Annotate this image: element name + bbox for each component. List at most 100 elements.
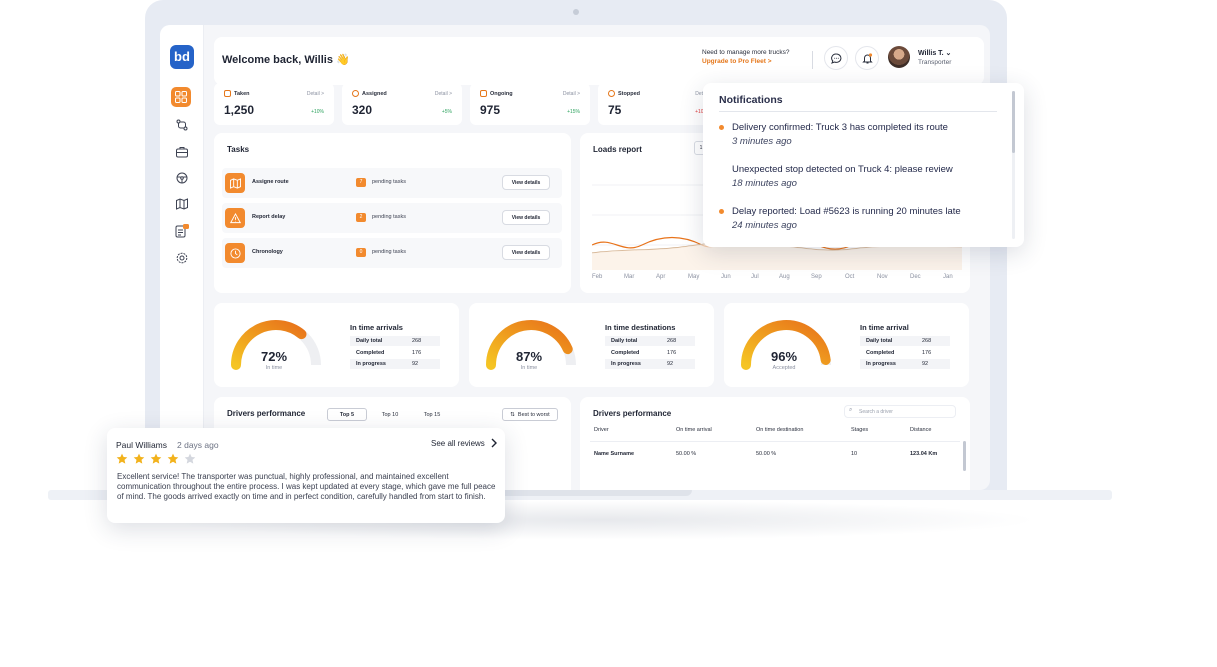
notifications-panel: Notifications Delivery confirmed: Truck … xyxy=(703,83,1024,247)
star-filled-icon xyxy=(116,453,128,464)
table-scrollbar[interactable] xyxy=(963,441,966,471)
sidebar: bd xyxy=(160,25,204,490)
gauge-fill xyxy=(741,320,831,370)
star-empty-icon xyxy=(184,453,196,464)
task-count-badge: 7 xyxy=(356,178,366,187)
notification-time: 18 minutes ago xyxy=(732,178,797,189)
gauge-arc xyxy=(231,320,321,370)
calendar-icon xyxy=(224,90,231,97)
notification-text[interactable]: Delivery confirmed: Truck 3 has complete… xyxy=(732,122,948,133)
loads-report-title: Loads report xyxy=(593,145,642,154)
table-cell: Name Surname xyxy=(594,451,635,457)
gauge-stat-key: Daily total xyxy=(356,338,383,344)
truck-icon xyxy=(480,90,487,97)
search-input[interactable]: ⌕ Search a driver xyxy=(844,405,956,418)
stat-delta: +5% xyxy=(441,109,452,115)
review-date: 2 days ago xyxy=(177,440,219,450)
tab-top-15[interactable]: Top 15 xyxy=(423,411,441,418)
route-icon[interactable] xyxy=(172,115,192,135)
notifications-title: Notifications xyxy=(719,94,783,106)
bell-icon xyxy=(861,52,873,63)
see-all-reviews-link[interactable]: See all reviews xyxy=(431,439,485,448)
chevron-right-icon[interactable] xyxy=(490,438,498,448)
gauge-stat-value: 268 xyxy=(922,338,932,344)
notification-time: 3 minutes ago xyxy=(732,136,792,147)
gauge-stat-key: In progress xyxy=(866,361,896,367)
star-filled-icon xyxy=(133,453,145,464)
notification-text[interactable]: Unexpected stop detected on Truck 4: ple… xyxy=(732,164,953,175)
gauge-stat-value: 176 xyxy=(412,350,422,356)
column-header[interactable]: Driver xyxy=(594,427,609,433)
notifications-scrollbar[interactable] xyxy=(1012,91,1015,239)
tab-top-5[interactable]: Top 5 xyxy=(327,408,367,421)
dashboard-icon[interactable] xyxy=(171,87,191,107)
task-pending-label: pending tasks xyxy=(372,179,406,185)
scrollbar-thumb[interactable] xyxy=(1012,91,1015,153)
gauge-stat-row: In progress 92 xyxy=(860,359,950,369)
stat-detail-link[interactable]: Detail > xyxy=(306,91,324,97)
task-name: Chronology xyxy=(252,249,283,255)
view-details-button[interactable]: View details xyxy=(502,175,550,190)
stat-delta: +15% xyxy=(567,109,580,115)
laptop-camera xyxy=(573,9,579,15)
map-icon[interactable] xyxy=(172,194,192,214)
review-card: Paul Williams 2 days ago See all reviews… xyxy=(107,428,505,523)
gauge-arc xyxy=(486,320,576,370)
reviewer-name: Paul Williams xyxy=(116,440,168,450)
stat-card-stopped: Stopped Detail 75 +10% xyxy=(598,83,718,125)
gauge-title: In time arrivals xyxy=(350,323,403,332)
month-label: Oct xyxy=(845,274,855,280)
month-label: Mar xyxy=(624,274,635,280)
column-header[interactable]: On time destination xyxy=(756,427,804,433)
user-menu[interactable]: Willis T. ⌄ xyxy=(918,50,952,57)
search-icon: ⌕ xyxy=(849,407,853,413)
star-rating xyxy=(116,453,196,465)
table-cell: 123.04 Km xyxy=(910,451,938,457)
gauge-card-destinations: 87% In time In time destinations Daily t… xyxy=(469,303,714,387)
column-header[interactable]: On time arrival xyxy=(676,427,712,433)
settings-icon[interactable] xyxy=(172,248,192,268)
stat-detail-link[interactable]: Detail > xyxy=(434,91,452,97)
tab-top-10[interactable]: Top 10 xyxy=(381,411,399,418)
reports-icon[interactable] xyxy=(172,221,192,241)
stat-label: Assigned xyxy=(362,91,387,97)
notifications-button[interactable] xyxy=(855,46,879,70)
gauge-sublabel: In time xyxy=(520,365,538,371)
upgrade-link[interactable]: Upgrade to Pro Fleet > xyxy=(702,58,772,65)
stat-card-ongoing: Ongoing Detail > 975 +15% xyxy=(470,83,590,125)
notification-text[interactable]: Delay reported: Load #5623 is running 20… xyxy=(732,206,961,217)
stat-detail-link[interactable]: Detail > xyxy=(562,91,580,97)
gauge-sublabel: In time xyxy=(265,365,283,371)
steering-wheel-icon[interactable] xyxy=(172,168,192,188)
clock-icon xyxy=(352,90,359,97)
column-header[interactable]: Distance xyxy=(910,427,932,433)
unread-dot-icon xyxy=(719,125,724,130)
review-text: Excellent service! The transporter was p… xyxy=(117,472,496,501)
stat-card-assigned: Assigned Detail > 320 +5% xyxy=(342,83,462,125)
user-role: Transporter xyxy=(918,59,952,66)
month-label: May xyxy=(688,274,700,280)
view-details-button[interactable]: View details xyxy=(502,245,550,260)
column-header[interactable]: Stages xyxy=(851,427,869,433)
gauge-stat-row: Daily total 268 xyxy=(605,336,695,346)
task-name: Assigne route xyxy=(252,179,289,185)
table-cell: 10 xyxy=(851,451,858,457)
gauge-stat-row: Daily total 268 xyxy=(350,336,440,346)
stat-label: Ongoing xyxy=(490,91,513,97)
briefcase-icon[interactable] xyxy=(172,142,192,162)
view-details-button[interactable]: View details xyxy=(502,210,550,225)
gauge-arc xyxy=(741,320,831,370)
brand-logo[interactable]: bd xyxy=(170,45,194,69)
upgrade-prompt: Need to manage more trucks? xyxy=(702,49,790,56)
month-label: Apr xyxy=(656,274,666,280)
tasks-card: Tasks Assigne route 7 pending tasks View… xyxy=(214,133,571,293)
stat-detail-link[interactable]: Detail xyxy=(695,91,708,97)
messages-button[interactable] xyxy=(824,46,848,70)
sort-dropdown[interactable]: ⇅ Best to worst xyxy=(502,408,558,421)
gauge-stat-value: 268 xyxy=(667,338,677,344)
map-icon xyxy=(225,173,245,193)
month-label: Dec xyxy=(910,274,921,280)
month-label: Sep xyxy=(811,274,822,280)
gauge-percent: 87% xyxy=(515,349,543,364)
avatar[interactable] xyxy=(888,46,910,68)
